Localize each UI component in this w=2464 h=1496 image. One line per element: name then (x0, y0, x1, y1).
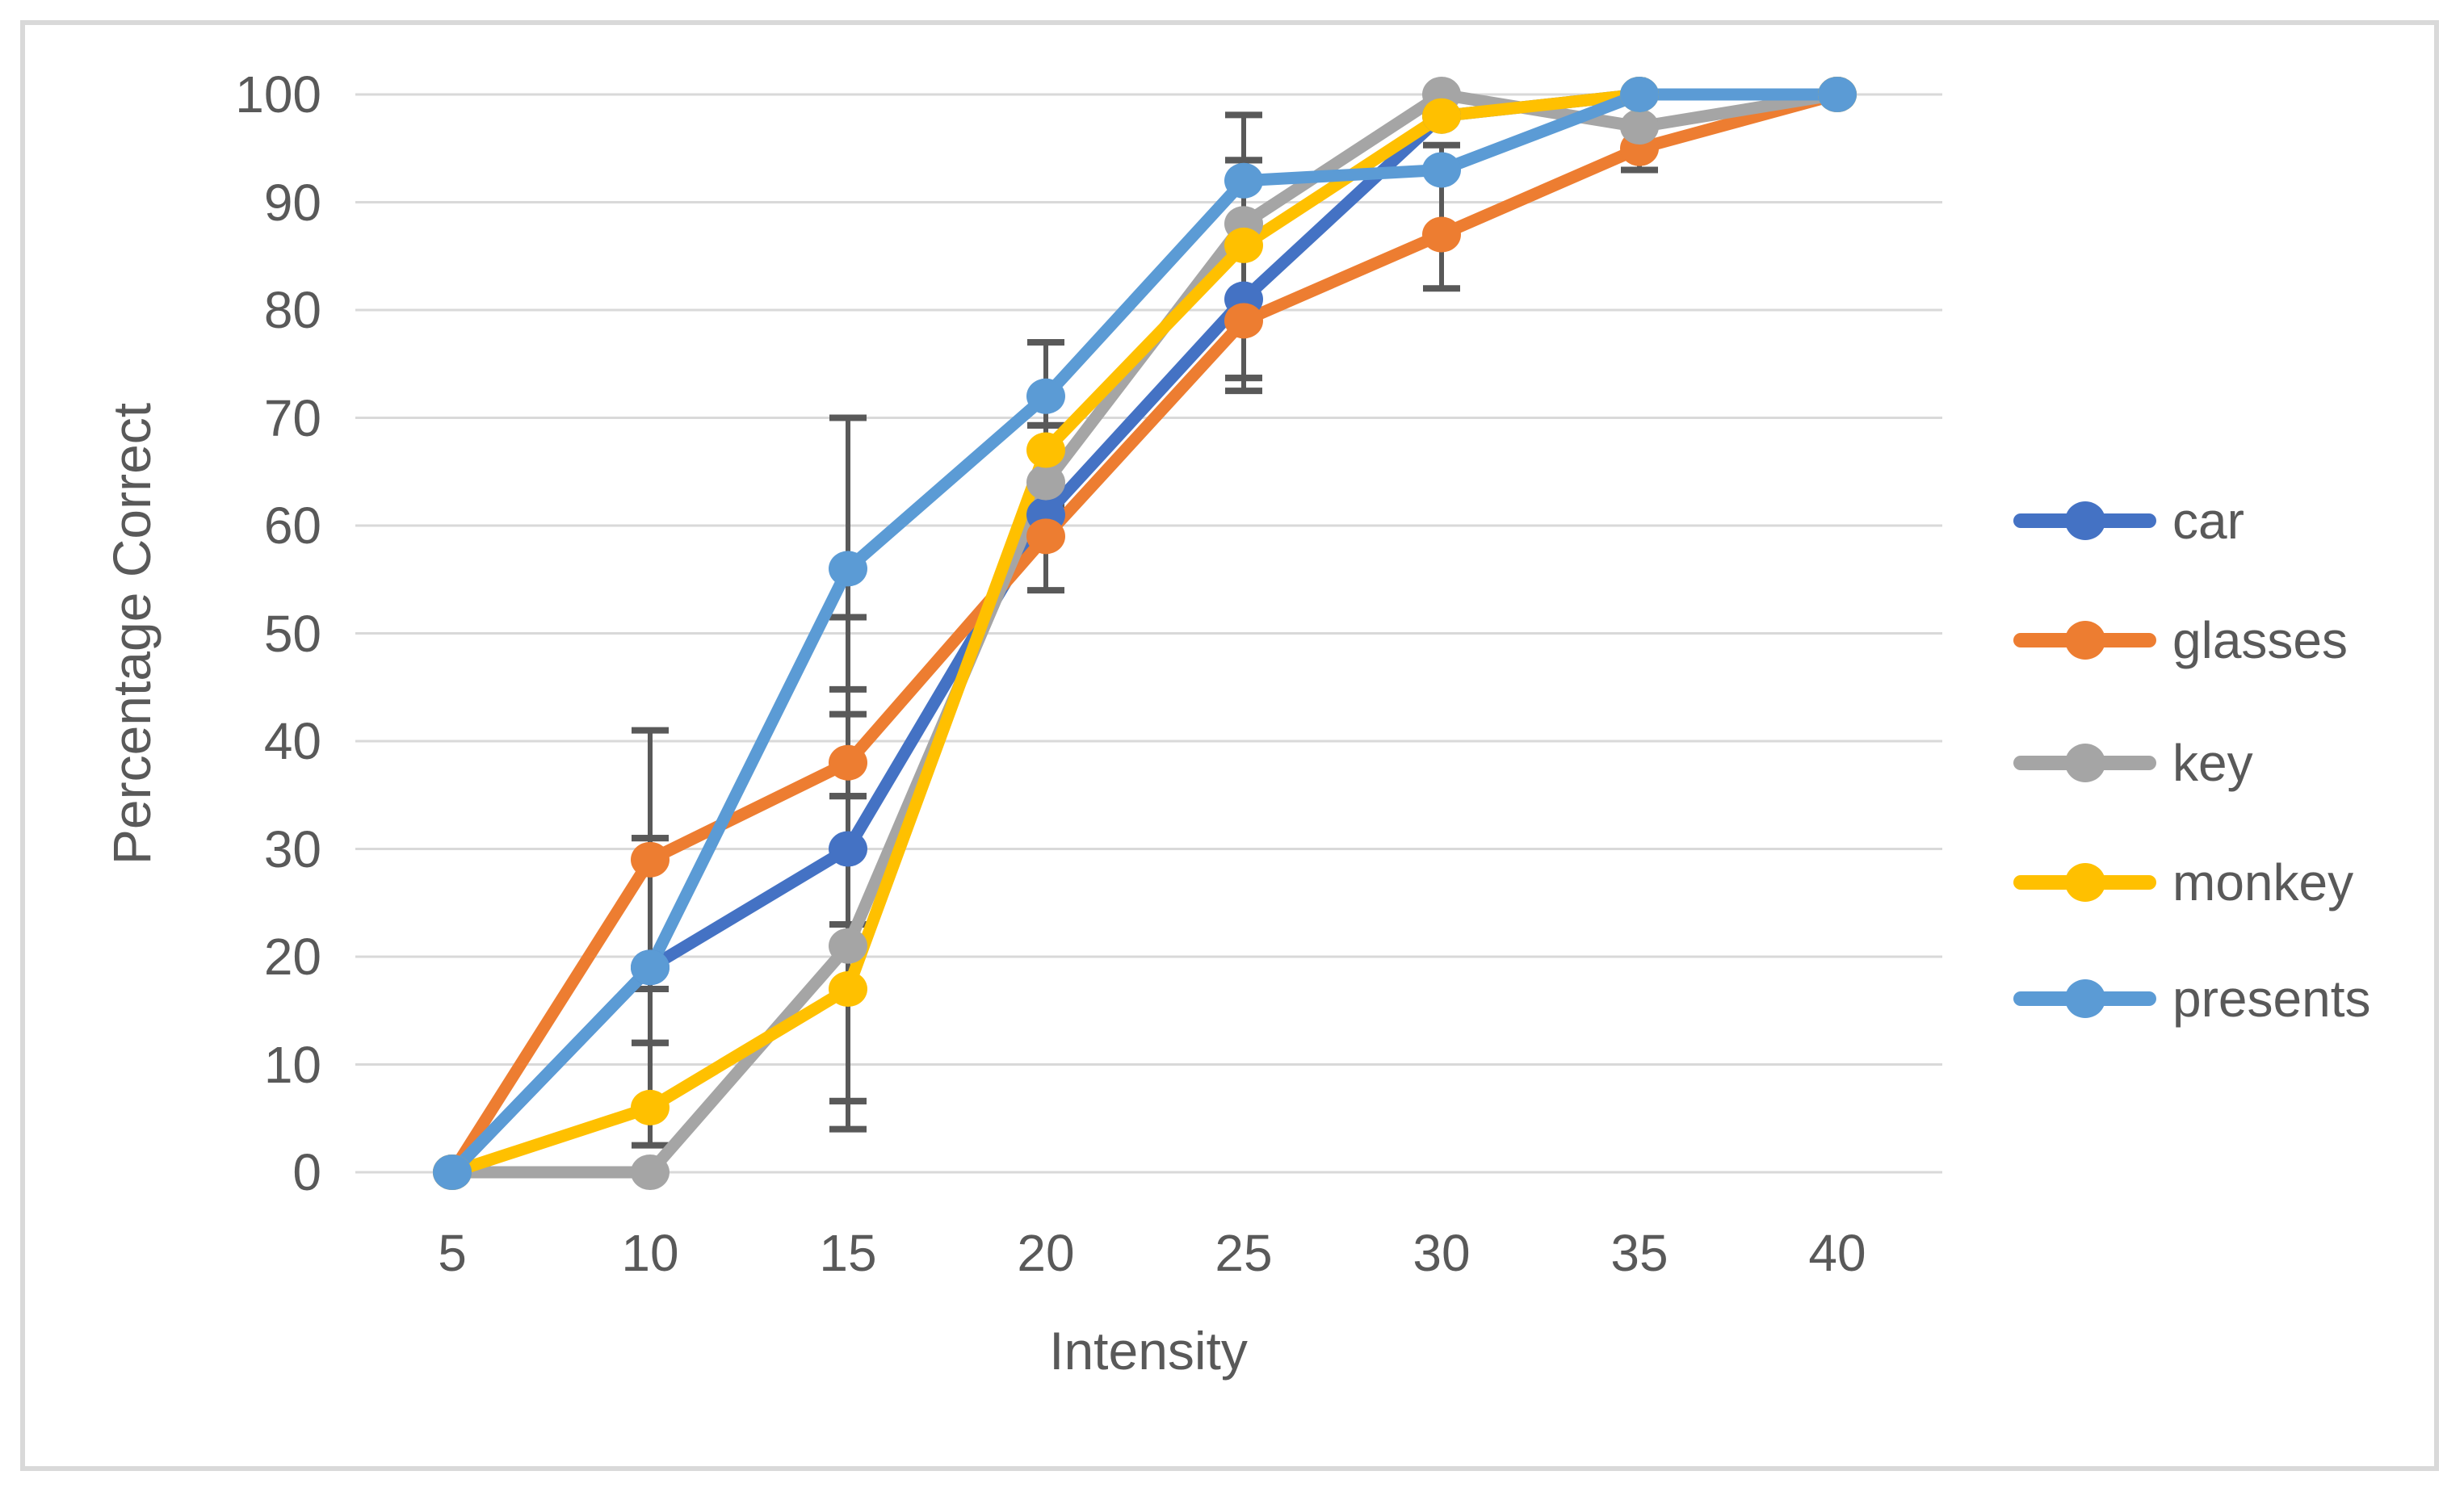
data-point-key (1026, 464, 1065, 501)
error-bars (632, 111, 1658, 1149)
y-tick-label: 50 (263, 604, 321, 663)
legend-marker-dot-icon (2065, 863, 2105, 902)
x-axis-title: Intensity (1049, 1321, 1248, 1381)
data-point-presents (1620, 77, 1659, 112)
data-point-monkey (1422, 98, 1461, 134)
legend-item-car: car (2013, 472, 2449, 569)
x-tick-label: 10 (621, 1224, 679, 1282)
data-point-presents (1422, 152, 1461, 188)
legend-marker-dot-icon (2065, 501, 2105, 540)
y-tick-label: 0 (292, 1143, 321, 1201)
x-tick-label: 15 (819, 1224, 877, 1282)
y-tick-label: 30 (263, 819, 321, 878)
data-point-glasses (829, 744, 867, 781)
y-tick-label: 20 (263, 928, 321, 986)
data-point-key (1620, 109, 1659, 145)
data-point-presents (433, 1154, 472, 1190)
x-tick-label: 30 (1412, 1224, 1471, 1282)
data-point-key (829, 928, 867, 964)
series-line-glasses (446, 88, 1844, 1179)
y-tick-label: 40 (263, 712, 321, 770)
x-tick-label: 40 (1808, 1224, 1866, 1282)
legend-label: presents (2172, 970, 2371, 1028)
x-tick-label: 25 (1215, 1224, 1273, 1282)
data-point-monkey (631, 1089, 670, 1125)
y-tick-label: 100 (235, 65, 321, 124)
y-tick-label: 80 (263, 281, 321, 339)
data-point-glasses (1422, 216, 1461, 253)
y-tick-label: 70 (263, 388, 321, 447)
y-tick-label: 60 (263, 497, 321, 555)
legend-marker-dot-icon (2065, 621, 2105, 660)
data-point-car (829, 831, 867, 867)
data-point-glasses (1026, 518, 1065, 555)
legend-label: monkey (2172, 853, 2354, 911)
gridlines (355, 93, 1942, 1174)
legend-marker-dot-icon (2065, 979, 2105, 1018)
y-tick-label: 90 (263, 173, 321, 232)
data-point-monkey (829, 971, 867, 1008)
y-axis-title: Percentage Correct (102, 402, 162, 865)
legend-label: glasses (2172, 611, 2348, 669)
data-point-key (631, 1154, 670, 1190)
x-tick-label: 5 (438, 1224, 467, 1282)
legend-label: key (2172, 734, 2253, 792)
series-lines (446, 88, 1844, 1179)
data-point-presents (829, 551, 867, 587)
legend-item-key: key (2013, 714, 2449, 811)
legend-label: car (2172, 492, 2244, 550)
series-markers (433, 77, 1857, 1190)
legend-marker-dot-icon (2065, 744, 2105, 782)
y-tick-label: 10 (263, 1035, 321, 1094)
series-line-monkey (446, 88, 1844, 1179)
x-tick-label: 20 (1017, 1224, 1075, 1282)
legend-item-glasses: glasses (2013, 592, 2449, 689)
data-point-presents (1818, 77, 1857, 112)
data-point-glasses (631, 841, 670, 878)
data-point-presents (631, 949, 670, 986)
x-tick-label: 35 (1610, 1224, 1669, 1282)
legend-item-presents: presents (2013, 950, 2449, 1047)
data-point-monkey (1224, 227, 1263, 263)
data-point-presents (1026, 378, 1065, 414)
data-point-monkey (1026, 432, 1065, 468)
data-point-presents (1224, 162, 1263, 199)
legend-item-monkey: monkey (2013, 834, 2449, 931)
series-line-presents (446, 88, 1844, 1179)
data-point-glasses (1224, 303, 1263, 339)
